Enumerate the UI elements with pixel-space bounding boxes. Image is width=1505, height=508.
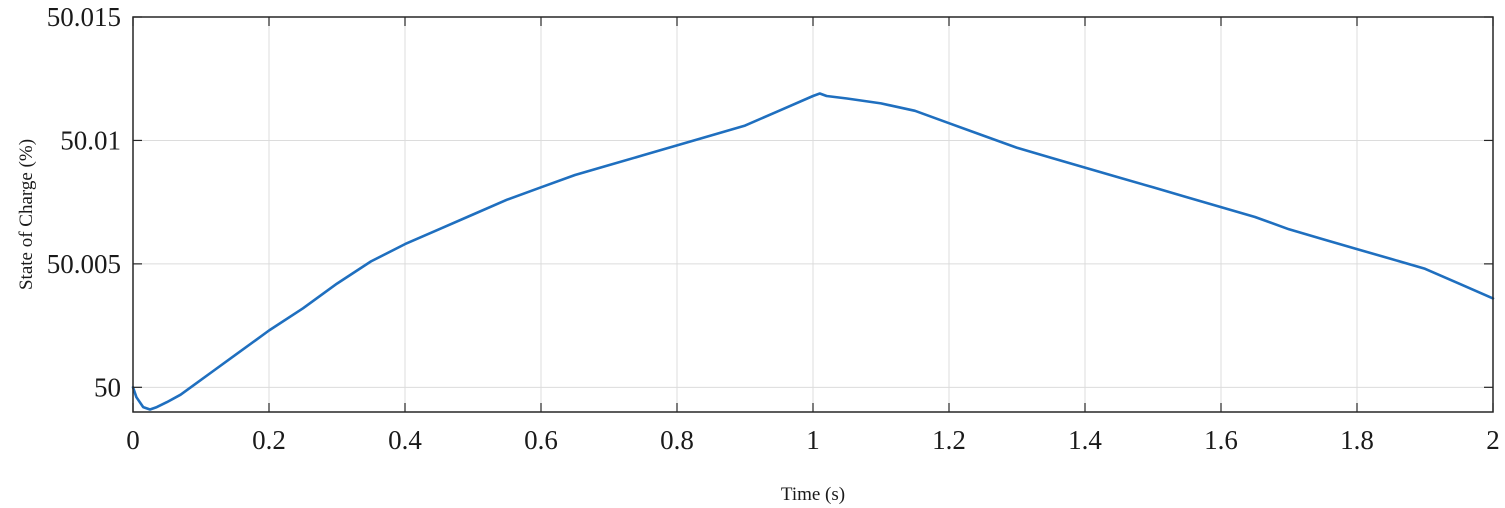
x-tick-label: 0.8 <box>660 425 694 455</box>
x-tick-label: 0.2 <box>252 425 286 455</box>
y-tick-labels: 50 50.005 50.01 50.015 <box>47 2 121 402</box>
x-axis-label: Time (s) <box>781 484 845 505</box>
x-tick-label: 0.6 <box>524 425 558 455</box>
tick-marks <box>132 16 1494 412</box>
y-tick-label: 50.01 <box>60 125 121 155</box>
x-tick-label: 1.4 <box>1068 425 1102 455</box>
x-tick-label: 1.2 <box>932 425 966 455</box>
x-tick-label: 0 <box>126 425 140 455</box>
grid-lines <box>133 17 1493 412</box>
x-tick-label: 1.6 <box>1204 425 1238 455</box>
y-tick-label: 50.005 <box>47 249 121 279</box>
y-tick-label: 50.015 <box>47 2 121 32</box>
x-tick-label: 1.8 <box>1340 425 1374 455</box>
series-layer <box>131 92 1495 411</box>
x-tick-label: 1 <box>806 425 820 455</box>
y-tick-label: 50 <box>94 372 121 402</box>
x-tick-label: 2 <box>1486 425 1500 455</box>
y-axis-label: State of Charge (%) <box>16 139 37 290</box>
series-line <box>131 92 1495 411</box>
x-tick-label: 0.4 <box>388 425 422 455</box>
x-tick-labels: 0 0.2 0.4 0.6 0.8 1 1.2 1.4 1.6 1.8 2 <box>126 425 1500 455</box>
